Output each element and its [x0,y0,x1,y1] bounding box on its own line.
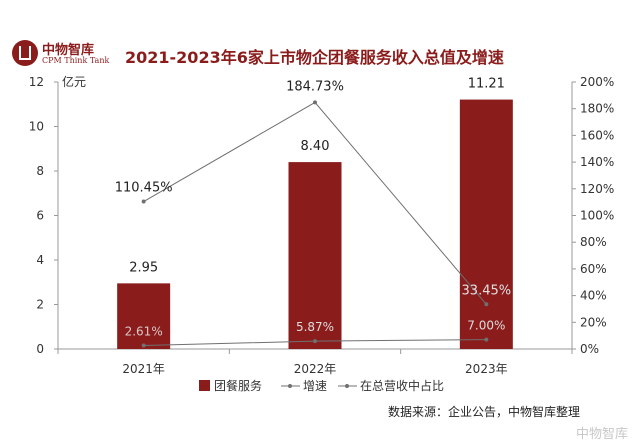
share-value-label: 7.00% [467,319,505,333]
logo: 中物智库 CPM Think Tank [12,38,132,70]
bar-value-label: 2.95 [129,260,158,275]
source-note: 数据来源：企业公告，中物智库整理 [387,405,580,419]
legend-label: 增速 [303,379,327,393]
logo-name: 中物智库 [42,43,95,58]
y-tick-label-left: 4 [36,253,44,267]
legend-marker-share [345,384,349,388]
y-tick-label-left: 0 [36,342,44,356]
legend-label: 在总营收中占比 [360,378,444,393]
x-tick-label: 2023年 [465,362,508,376]
y-tick-label-right: 200% [580,75,614,89]
growth-point [141,199,146,204]
growth-value-label: 110.45% [115,181,173,196]
growth-value-label: 33.45% [462,283,512,298]
logo-mark-icon [12,40,38,66]
y-axis-unit-label: 亿元 [62,74,86,89]
bar-value-label: 8.40 [301,139,330,154]
bar [117,283,171,349]
y-tick-label-right: 120% [580,182,614,196]
growth-point [313,100,317,105]
share-value-label: 2.61% [125,325,163,339]
y-tick-label-right: 180% [580,102,614,116]
y-tick-label-left: 8 [36,164,44,178]
growth-value-label: 184.73% [286,79,344,94]
y-tick-label-left: 12 [29,75,44,89]
watermark: 中物智库 [575,427,628,442]
y-tick-label-left: 6 [36,209,44,223]
x-tick-label: 2022年 [294,362,337,376]
share-value-label: 5.87% [296,320,334,334]
logo-subtitle: CPM Think Tank [42,56,110,65]
x-tick-label: 2021年 [122,362,165,376]
share-point [141,343,146,348]
legend-swatch-bar [199,380,210,391]
y-tick-label-right: 160% [580,128,614,142]
y-tick-label-left: 2 [36,298,44,312]
y-tick-label-right: 40% [580,289,607,303]
bar-value-label: 11.21 [468,77,505,92]
y-tick-label-right: 0% [580,342,599,356]
share-point [313,339,317,344]
chart-title: 2021-2023年6家上市物企团餐服务收入总值及增速 [125,48,504,67]
legend-label: 团餐服务 [214,378,262,393]
bar [459,99,513,349]
y-tick-label-left: 10 [29,120,44,134]
y-tick-label-right: 100% [580,209,614,223]
y-tick-label-right: 60% [580,262,607,276]
y-tick-label-right: 140% [580,155,614,169]
legend-marker-growth [288,384,292,388]
y-tick-label-right: 20% [580,315,607,329]
bar [288,162,342,349]
share-point [484,337,489,342]
growth-point [484,302,489,307]
y-tick-label-right: 80% [580,235,607,249]
